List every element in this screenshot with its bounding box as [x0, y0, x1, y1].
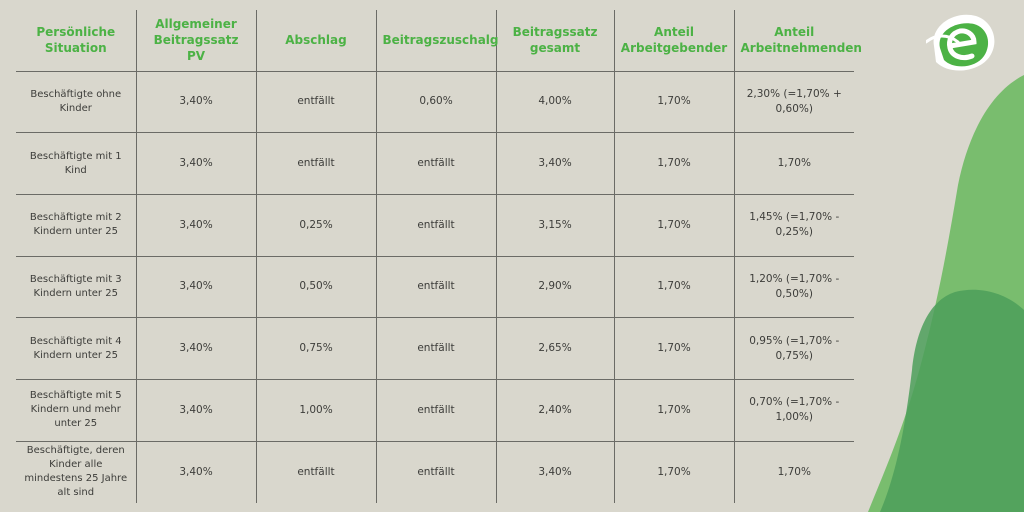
- cell-allgemeiner: 3,40%: [136, 194, 257, 257]
- table-row: Beschäftigte, deren Kinder alle mindeste…: [16, 441, 854, 503]
- cell-arbeitnehmenden: 0,70% (=1,70% - 1,00%): [734, 379, 854, 442]
- table-row: Beschäftigte mit 1 Kind 3,40% entfällt e…: [16, 132, 854, 195]
- header-anteil-arbeitgebender: Anteil Arbeitgebender: [614, 10, 735, 72]
- cell-allgemeiner: 3,40%: [136, 317, 257, 380]
- table-row: Beschäftigte mit 2 Kindern unter 25 3,40…: [16, 194, 854, 257]
- header-anteil-arbeitnehmenden: Anteil Arbeitnehmenden: [734, 10, 862, 72]
- cell-situation: Beschäftigte mit 2 Kindern unter 25: [16, 194, 137, 257]
- cell-zuschlag: entfällt: [376, 194, 497, 257]
- header-abschlag: Abschlag: [256, 10, 377, 72]
- cell-allgemeiner: 3,40%: [136, 441, 257, 503]
- cell-arbeitnehmenden: 2,30% (=1,70% + 0,60%): [734, 71, 854, 134]
- cell-arbeitnehmenden: 1,20% (=1,70% - 0,50%): [734, 256, 854, 319]
- cell-abschlag: 0,25%: [256, 194, 377, 257]
- cell-abschlag: 0,50%: [256, 256, 377, 319]
- cell-arbeitnehmenden: 1,45% (=1,70% - 0,25%): [734, 194, 854, 257]
- cell-gesamt: 4,00%: [496, 71, 615, 134]
- cell-abschlag: entfällt: [256, 71, 377, 134]
- cell-situation: Beschäftigte mit 3 Kindern unter 25: [16, 256, 137, 319]
- header-beitragssatz-gesamt: Beitragssatz gesamt: [496, 10, 615, 72]
- cell-zuschlag: entfällt: [376, 379, 497, 442]
- cell-arbeitgebender: 1,70%: [614, 441, 735, 503]
- cell-allgemeiner: 3,40%: [136, 132, 257, 195]
- cell-zuschlag: entfällt: [376, 441, 497, 503]
- cell-abschlag: entfällt: [256, 441, 377, 503]
- cell-situation: Beschäftigte mit 5 Kindern und mehr unte…: [16, 379, 137, 442]
- cell-abschlag: 0,75%: [256, 317, 377, 380]
- cell-zuschlag: 0,60%: [376, 71, 497, 134]
- header-beitragszuschlag: Beitragszuschalg: [376, 10, 499, 72]
- cell-arbeitnehmenden: 1,70%: [777, 465, 811, 478]
- e-leaf-logo-icon: [926, 14, 995, 71]
- cell-gesamt: 3,15%: [496, 194, 615, 257]
- cell-situation: Beschäftigte, deren Kinder alle mindeste…: [16, 441, 137, 503]
- cell-zuschlag: entfällt: [376, 256, 497, 319]
- table-row: Beschäftigte ohne Kinder 3,40% entfällt …: [16, 71, 854, 134]
- cell-zuschlag: entfällt: [376, 132, 497, 195]
- cell-abschlag: 1,00%: [256, 379, 377, 442]
- pflegeversicherung-table: Persönliche Situation Allgemeiner Beitra…: [16, 10, 862, 503]
- header-allgemeiner-beitragssatz: Allgemeiner Beitragssatz PV: [136, 10, 257, 72]
- cell-arbeitgebender: 1,70%: [614, 317, 735, 380]
- table-header-row: Persönliche Situation Allgemeiner Beitra…: [16, 10, 862, 72]
- cell-arbeitgebender: 1,70%: [614, 194, 735, 257]
- cell-arbeitgebender: 1,70%: [614, 379, 735, 442]
- table-row: Beschäftigte mit 3 Kindern unter 25 3,40…: [16, 256, 854, 319]
- cell-abschlag: entfällt: [256, 132, 377, 195]
- cell-zuschlag: entfällt: [376, 317, 497, 380]
- cell-allgemeiner: 3,40%: [136, 379, 257, 442]
- cell-situation: Beschäftigte mit 4 Kindern unter 25: [16, 317, 137, 380]
- cell-situation: Beschäftigte ohne Kinder: [16, 71, 137, 134]
- cell-arbeitgebender: 1,70%: [614, 132, 735, 195]
- cell-gesamt: 2,40%: [496, 379, 615, 442]
- cell-situation: Beschäftigte mit 1 Kind: [16, 132, 137, 195]
- header-situation: Persönliche Situation: [16, 10, 137, 72]
- dark-green-blob: [880, 289, 1024, 512]
- cell-gesamt: 2,65%: [496, 317, 615, 380]
- cell-arbeitgebender: 1,70%: [614, 71, 735, 134]
- cell-arbeitnehmenden: 1,70%: [734, 132, 854, 195]
- cell-allgemeiner: 3,40%: [136, 256, 257, 319]
- cell-gesamt: 2,90%: [496, 256, 615, 319]
- table-row: Beschäftigte mit 4 Kindern unter 25 3,40…: [16, 317, 854, 380]
- cell-arbeitgebender: 1,70%: [614, 256, 735, 319]
- cell-gesamt: 3,40%: [496, 132, 615, 195]
- table-row: Beschäftigte mit 5 Kindern und mehr unte…: [16, 379, 854, 442]
- cell-arbeitnehmenden: 0,95% (=1,70% - 0,75%): [734, 317, 854, 380]
- cell-allgemeiner: 3,40%: [136, 71, 257, 134]
- cell-gesamt: 3,40%: [496, 441, 615, 503]
